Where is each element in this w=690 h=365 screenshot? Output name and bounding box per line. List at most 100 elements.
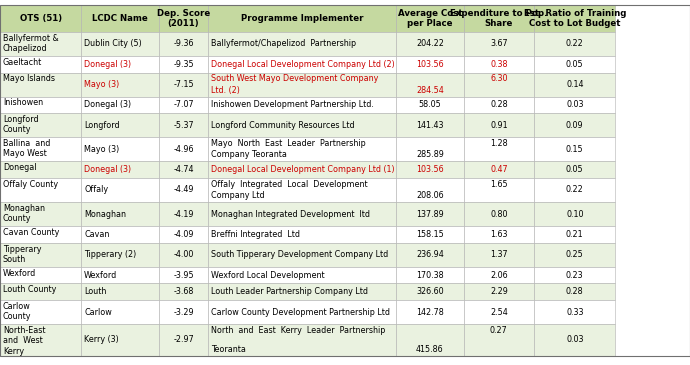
FancyBboxPatch shape: [534, 324, 615, 356]
FancyBboxPatch shape: [396, 137, 464, 161]
FancyBboxPatch shape: [534, 178, 615, 202]
FancyBboxPatch shape: [81, 202, 159, 226]
Text: -4.96: -4.96: [173, 145, 194, 154]
FancyBboxPatch shape: [0, 267, 81, 283]
Text: 326.60: 326.60: [416, 287, 444, 296]
Text: 3.67: 3.67: [490, 39, 508, 48]
Text: 236.94: 236.94: [416, 250, 444, 259]
Text: Monaghan: Monaghan: [84, 210, 126, 219]
FancyBboxPatch shape: [464, 97, 534, 113]
Text: Donegal: Donegal: [3, 163, 37, 172]
Text: Donegal Local Development Company Ltd (2): Donegal Local Development Company Ltd (2…: [211, 60, 395, 69]
Text: Longford: Longford: [84, 121, 120, 130]
Text: 0.28: 0.28: [566, 287, 584, 296]
Text: Donegal (3): Donegal (3): [84, 165, 131, 174]
Text: 0.15: 0.15: [566, 145, 584, 154]
Text: 158.15: 158.15: [416, 230, 444, 239]
FancyBboxPatch shape: [159, 226, 208, 243]
Text: Average Cost
per Place: Average Cost per Place: [397, 9, 462, 28]
Text: 0.23: 0.23: [566, 270, 584, 280]
Text: 204.22: 204.22: [416, 39, 444, 48]
FancyBboxPatch shape: [208, 5, 396, 32]
Text: Monaghan
County: Monaghan County: [3, 204, 45, 223]
Text: Mayo Islands: Mayo Islands: [3, 74, 55, 83]
Text: 103.56: 103.56: [416, 165, 444, 174]
Text: Company Ltd: Company Ltd: [211, 191, 265, 200]
Text: 0.38: 0.38: [490, 60, 508, 69]
FancyBboxPatch shape: [0, 113, 81, 137]
Text: North-East
and  West
Kerry: North-East and West Kerry: [3, 326, 46, 356]
FancyBboxPatch shape: [534, 5, 615, 32]
Text: Carlow
County: Carlow County: [3, 302, 31, 321]
Text: Carlow: Carlow: [84, 308, 112, 316]
Text: Mayo (3): Mayo (3): [84, 80, 119, 89]
Text: 2.54: 2.54: [490, 308, 508, 316]
FancyBboxPatch shape: [534, 137, 615, 161]
FancyBboxPatch shape: [159, 97, 208, 113]
Text: 0.09: 0.09: [566, 121, 584, 130]
Text: Mayo  North  East  Leader  Partnership: Mayo North East Leader Partnership: [211, 139, 366, 148]
FancyBboxPatch shape: [81, 161, 159, 178]
FancyBboxPatch shape: [464, 161, 534, 178]
Text: Offaly  Integrated  Local  Development: Offaly Integrated Local Development: [211, 180, 368, 189]
Text: 0.47: 0.47: [490, 165, 508, 174]
Text: 2.06: 2.06: [490, 270, 508, 280]
Text: 285.89: 285.89: [416, 150, 444, 160]
FancyBboxPatch shape: [534, 243, 615, 267]
FancyBboxPatch shape: [159, 73, 208, 97]
Text: 0.05: 0.05: [566, 60, 584, 69]
FancyBboxPatch shape: [396, 113, 464, 137]
FancyBboxPatch shape: [208, 267, 396, 283]
FancyBboxPatch shape: [0, 243, 81, 267]
FancyBboxPatch shape: [464, 73, 534, 97]
FancyBboxPatch shape: [396, 226, 464, 243]
FancyBboxPatch shape: [208, 178, 396, 202]
Text: Dublin City (5): Dublin City (5): [84, 39, 142, 48]
Text: -7.15: -7.15: [173, 80, 194, 89]
FancyBboxPatch shape: [464, 5, 534, 32]
FancyBboxPatch shape: [0, 73, 81, 97]
Text: -5.37: -5.37: [173, 121, 194, 130]
FancyBboxPatch shape: [159, 113, 208, 137]
FancyBboxPatch shape: [464, 137, 534, 161]
FancyBboxPatch shape: [159, 161, 208, 178]
FancyBboxPatch shape: [159, 56, 208, 73]
FancyBboxPatch shape: [464, 300, 534, 324]
Text: Ltd. (2): Ltd. (2): [211, 86, 240, 95]
FancyBboxPatch shape: [396, 283, 464, 300]
Text: 0.80: 0.80: [490, 210, 508, 219]
FancyBboxPatch shape: [159, 137, 208, 161]
FancyBboxPatch shape: [534, 202, 615, 226]
Text: Company Teoranta: Company Teoranta: [211, 150, 287, 160]
FancyBboxPatch shape: [81, 283, 159, 300]
FancyBboxPatch shape: [534, 283, 615, 300]
Text: 0.22: 0.22: [566, 39, 584, 48]
Text: -4.00: -4.00: [173, 250, 194, 259]
Text: 0.22: 0.22: [566, 185, 584, 195]
Text: Longford
County: Longford County: [3, 115, 39, 134]
FancyBboxPatch shape: [396, 178, 464, 202]
Text: Carlow County Development Partnership Ltd: Carlow County Development Partnership Lt…: [211, 308, 390, 316]
FancyBboxPatch shape: [396, 73, 464, 97]
Text: 0.03: 0.03: [566, 100, 584, 110]
FancyBboxPatch shape: [464, 56, 534, 73]
Text: Programme Implementer: Programme Implementer: [241, 14, 364, 23]
FancyBboxPatch shape: [81, 178, 159, 202]
FancyBboxPatch shape: [396, 243, 464, 267]
FancyBboxPatch shape: [396, 56, 464, 73]
Text: -4.74: -4.74: [173, 165, 194, 174]
Text: Donegal (3): Donegal (3): [84, 60, 131, 69]
FancyBboxPatch shape: [159, 32, 208, 56]
Text: Louth Leader Partnership Company Ltd: Louth Leader Partnership Company Ltd: [211, 287, 368, 296]
Text: -3.29: -3.29: [173, 308, 194, 316]
FancyBboxPatch shape: [534, 97, 615, 113]
Text: -2.97: -2.97: [173, 335, 194, 345]
Text: Wexford Local Development: Wexford Local Development: [211, 270, 325, 280]
FancyBboxPatch shape: [464, 113, 534, 137]
Text: Longford Community Resources Ltd: Longford Community Resources Ltd: [211, 121, 355, 130]
FancyBboxPatch shape: [159, 267, 208, 283]
Text: 170.38: 170.38: [416, 270, 444, 280]
Text: North  and  East  Kerry  Leader  Partnership: North and East Kerry Leader Partnership: [211, 326, 386, 335]
Text: 0.21: 0.21: [566, 230, 584, 239]
FancyBboxPatch shape: [208, 161, 396, 178]
